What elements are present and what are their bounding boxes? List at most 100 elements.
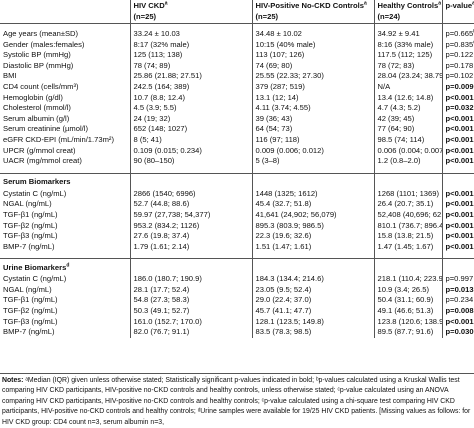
table-row: Cystatin C (ng/mL) 2866 (1540; 6996) 1448 …	[0, 188, 474, 200]
value-hiv-ckd: 59.97 (27,738; 54,377)	[129, 209, 252, 221]
p-value: p<0.001	[441, 209, 474, 221]
value-hiv-no-ckd: 128.1 (123.5; 149.8)	[251, 316, 374, 328]
section-blank	[129, 258, 252, 275]
section-title-text: Serum Biomarkers	[3, 177, 71, 187]
spacer-cell	[441, 252, 474, 259]
table-row: UACR (mg/mmol creat) 90 (80–150) 5 (3–8) 1.…	[0, 156, 474, 167]
table-row: Cholesterol (mmol/l) 4.5 (3.9; 5.5) 4.11 (…	[0, 103, 474, 114]
p-value: p=0.665b	[441, 29, 474, 40]
value-hiv-ckd: 28.1 (17.7; 52.4)	[129, 284, 252, 296]
value-hiv-ckd: 10.7 (8.8; 12.4)	[129, 92, 252, 104]
p-value-text: p=0.997	[445, 274, 474, 284]
value-healthy: N/A	[373, 81, 442, 93]
spacer-cell	[251, 23, 374, 29]
value-healthy: 42 (39; 45)	[373, 113, 442, 125]
value-healthy: 10.9 (3.4; 26.5)	[373, 284, 442, 296]
header-hiv-no-ckd: HIV-Positive No-CKD Controlsa	[251, 0, 374, 12]
p-value-text: p<0.001	[445, 134, 474, 144]
n-hiv-ckd: (n=25)	[129, 12, 252, 24]
row-label: Cholesterol (mmol/l)	[3, 103, 71, 113]
row-label: TGF-β1 (ng/mL)	[3, 209, 58, 219]
value-hiv-ckd: 27.6 (19.8; 37.4)	[129, 231, 252, 242]
p-value-text: p<0.001	[445, 124, 474, 134]
p-value: p<0.001	[441, 241, 474, 253]
spacer-row	[0, 23, 474, 29]
spacer-cell	[251, 166, 374, 174]
urine-body: Urine Biomarkersd Cystatin C (ng/mL) 186.0…	[0, 258, 474, 338]
row-label: Cystatin C (ng/mL)	[3, 188, 67, 198]
notes-heading: Notes:	[2, 377, 24, 384]
value-hiv-ckd: 24 (19; 32)	[129, 113, 252, 125]
p-value-text: p<0.001	[445, 209, 474, 219]
p-value: p<0.001	[441, 92, 474, 104]
value-hiv-ckd: 4.5 (3.9; 5.5)	[129, 103, 252, 114]
p-value: p<0.001	[441, 199, 474, 210]
value-hiv-ckd: 161.0 (152.7; 170.0)	[129, 316, 252, 328]
value-hiv-no-ckd: 29.0 (22.4; 37.0)	[251, 295, 374, 307]
value-hiv-no-ckd: 0.009 (0.006; 0.012)	[251, 145, 374, 157]
n-p-blank	[441, 12, 474, 24]
p-value: p=0.102	[441, 71, 474, 82]
value-hiv-no-ckd: 22.3 (19.6; 32.6)	[251, 231, 374, 242]
value-hiv-ckd: 82.0 (76.7; 91.1)	[129, 327, 252, 338]
value-healthy: 13.4 (12.6; 14.8)	[373, 92, 442, 104]
table-row: TGF-β1 (ng/mL) 54.8 (27.3; 58.3) 29.0 (22.…	[0, 295, 474, 307]
p-value-text: p<0.001	[445, 316, 474, 326]
spacer-cell	[129, 166, 252, 174]
row-label: Systolic BP (mmHg)	[3, 50, 71, 60]
table-row: Hemoglobin (g/dl) 10.7 (8.8; 12.4) 13.1 (1…	[0, 92, 474, 104]
value-hiv-ckd: 90 (80–150)	[129, 156, 252, 167]
value-hiv-no-ckd: 34.48 ± 10.02	[251, 29, 374, 40]
spacer-cell	[129, 23, 252, 29]
value-healthy: 77 (64; 90)	[373, 124, 442, 135]
value-hiv-no-ckd: 83.5 (78.3; 98.5)	[251, 327, 374, 338]
row-label: Diastolic BP (mmHg)	[3, 60, 74, 70]
p-value-text: p=0.032	[445, 103, 474, 113]
notes-text: ᵃMedian (IQR) given unless otherwise sta…	[2, 377, 471, 426]
section-blank	[441, 172, 474, 189]
value-healthy: 117.5 (112; 125)	[373, 50, 442, 61]
value-healthy: 8:16 (33% male)	[373, 39, 442, 51]
section-blank	[251, 258, 374, 275]
n-blank	[0, 12, 130, 24]
value-hiv-no-ckd: 895.3 (803.9; 986.5)	[251, 220, 374, 232]
value-hiv-no-ckd: 10:15 (40% male)	[251, 39, 374, 51]
p-value-text: p<0.001	[445, 231, 474, 241]
spacer-cell	[373, 252, 442, 259]
p-value: p=0.013	[441, 284, 474, 296]
row-label: BMP-7 (ng/mL)	[3, 327, 55, 337]
value-healthy: 78 (72; 83)	[373, 60, 442, 72]
value-healthy: 1.2 (0.8–2.0)	[373, 156, 442, 167]
value-healthy: 1.47 (1.45; 1.67)	[373, 241, 442, 253]
table-row: TGF-β3 (ng/mL) 27.6 (19.8; 37.4) 22.3 (19.…	[0, 231, 474, 242]
value-hiv-no-ckd: 113 (107; 126)	[251, 50, 374, 61]
row-label: Age years (mean±SD)	[3, 29, 79, 38]
row-label: NGAL (ng/mL)	[3, 284, 52, 294]
value-hiv-ckd: 186.0 (180.7; 190.9)	[129, 274, 252, 285]
row-label: Serum albumin (g/l)	[3, 113, 70, 123]
row-label: TGF-β2 (ng/mL)	[3, 220, 58, 230]
p-value: p<0.001	[441, 220, 474, 232]
table-row: NGAL (ng/mL) 52.7 (44.8; 88.6) 45.4 (32.7;…	[0, 199, 474, 210]
p-value-text: p=0.013	[445, 284, 474, 294]
p-value-text: p<0.001	[445, 199, 474, 209]
value-hiv-ckd: 1.79 (1.61; 2.14)	[129, 241, 252, 253]
p-value: p=0.997	[441, 274, 474, 285]
value-hiv-no-ckd: 1.51 (1.47; 1.61)	[251, 241, 374, 253]
table-notes: Notes: ᵃMedian (IQR) given unless otherw…	[0, 373, 474, 428]
table-row: TGF-β1 (ng/mL) 59.97 (27,738; 54,377) 41,6…	[0, 209, 474, 221]
row-label: UPCR (g/mmol creat)	[3, 145, 76, 155]
value-healthy: 123.8 (120.6; 138.9)	[373, 316, 442, 328]
row-label: TGF-β3 (ng/mL)	[3, 316, 58, 326]
row-label: CD4 count (cells/mm³)	[3, 81, 79, 91]
section-blank	[251, 172, 374, 189]
table-row: NGAL (ng/mL) 28.1 (17.7; 52.4) 23.05 (9.5;…	[0, 284, 474, 296]
section-title: Serum Biomarkers	[0, 172, 130, 189]
p-value-text: p=0.665	[445, 29, 474, 38]
section-title: Urine Biomarkersd	[0, 258, 130, 275]
p-value: p=0.122	[441, 50, 474, 61]
p-value: p<0.001	[441, 113, 474, 125]
p-value-text: p=0.009	[445, 81, 474, 91]
value-hiv-no-ckd: 45.4 (32.7; 51.8)	[251, 199, 374, 210]
value-healthy: 50.4 (31.1; 60.9)	[373, 295, 442, 307]
